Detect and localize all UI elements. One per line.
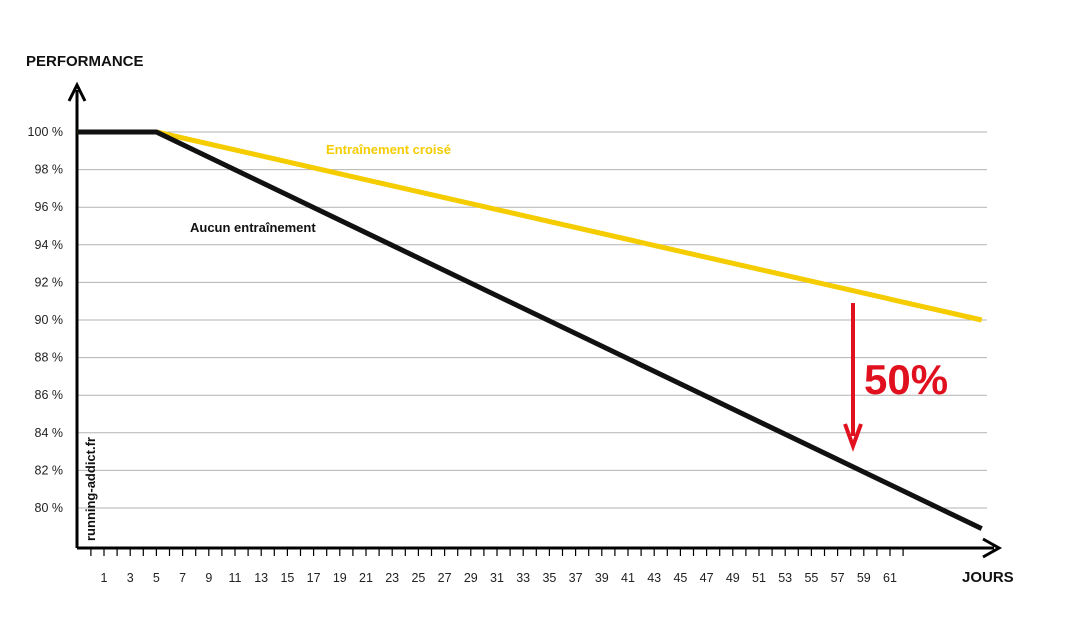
x-tick-label: 47 (700, 571, 714, 585)
annotation-arrow (843, 303, 863, 452)
x-tick-label: 43 (647, 571, 661, 585)
x-tick-label: 21 (359, 571, 373, 585)
x-tick-label: 55 (804, 571, 818, 585)
x-tick-label: 49 (726, 571, 740, 585)
y-tick-label: 84 % (35, 426, 64, 440)
x-tick-label: 37 (569, 571, 583, 585)
y-tick-label: 86 % (35, 388, 64, 402)
y-tick-label: 94 % (35, 238, 64, 252)
series-line-no-training (77, 129, 983, 531)
x-tick-label: 59 (857, 571, 871, 585)
x-tick-label: 23 (385, 571, 399, 585)
x-tick-label: 45 (673, 571, 687, 585)
x-tick-label: 15 (280, 571, 294, 585)
x-tick-label: 27 (438, 571, 452, 585)
x-tick-label: 29 (464, 571, 478, 585)
y-tick-label: 100 % (28, 125, 63, 139)
y-tick-label: 88 % (35, 351, 64, 365)
x-tick-label: 35 (542, 571, 556, 585)
x-tick-label: 41 (621, 571, 635, 585)
y-axis-arrow (67, 81, 87, 102)
x-tick-label: 9 (205, 571, 212, 585)
x-tick-label: 3 (127, 571, 134, 585)
x-tick-label: 7 (179, 571, 186, 585)
x-tick-label: 31 (490, 571, 504, 585)
y-tick-label: 90 % (35, 313, 64, 327)
annotation-arrow-head (843, 423, 863, 452)
x-tick-label: 17 (307, 571, 321, 585)
x-tick-label: 57 (831, 571, 845, 585)
x-tick-label: 51 (752, 571, 766, 585)
series-label-no-training: Aucun entraînement (190, 220, 316, 235)
y-tick-label: 98 % (35, 163, 64, 177)
y-tick-label: 92 % (35, 275, 64, 289)
y-tick-label: 96 % (35, 200, 64, 214)
x-tick-label: 13 (254, 571, 268, 585)
x-tick-label: 5 (153, 571, 160, 585)
x-tick-label: 25 (411, 571, 425, 585)
x-tick-labels: 1 3 5 7 9 11 13 15 17 19 21 23 25 27 29 31 33 35 37 39 41 43 4… (90, 548, 904, 585)
watermark: running-addict.fr (83, 437, 98, 541)
y-tick-label: 82 % (35, 463, 64, 477)
x-tick-label: 1 (101, 571, 108, 585)
axes: PERFORMANCE JOURS (26, 53, 1014, 586)
series-lines (77, 129, 983, 531)
x-tick-label: 33 (516, 571, 530, 585)
y-axis-label: PERFORMANCE (26, 53, 144, 70)
y-tick-label: 80 % (35, 501, 64, 515)
y-tick-labels: 100 % 98 % 96 % 94 % 92 % 90 % 88 % 86 % 84 % 82 … (28, 125, 63, 515)
x-tick-label: 39 (595, 571, 609, 585)
annotation-label: 50% (864, 356, 948, 403)
x-axis-arrow (982, 537, 1003, 559)
series-label-cross-training: Entraînement croisé (326, 142, 451, 157)
x-axis-label: JOURS (962, 569, 1014, 586)
x-tick-label: 61 (883, 571, 897, 585)
x-tick-label: 19 (333, 571, 347, 585)
x-tick-label: 11 (229, 571, 242, 585)
grid-lines (77, 131, 987, 509)
x-tick-label: 53 (778, 571, 792, 585)
